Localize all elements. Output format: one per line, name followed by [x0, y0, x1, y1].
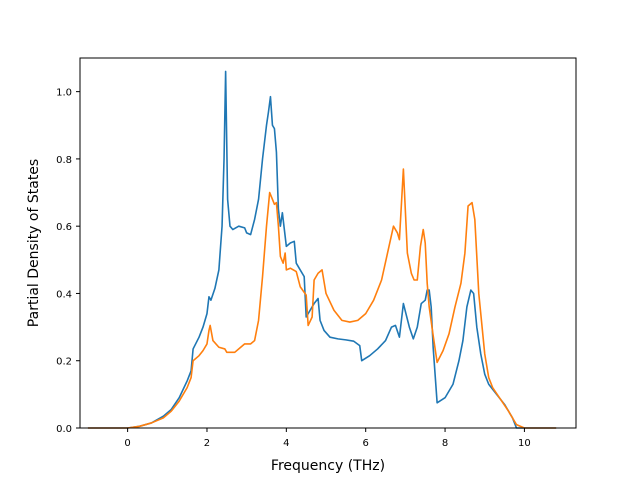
- x-tick-label: 0: [124, 438, 130, 449]
- y-tick-label: 0.2: [56, 357, 72, 368]
- y-tick-label: 0.6: [56, 222, 72, 233]
- x-tick-label: 8: [442, 438, 448, 449]
- y-tick-label: 0.8: [56, 155, 72, 166]
- x-tick-label: 6: [363, 438, 369, 449]
- series-line-1: [87, 70, 557, 429]
- x-axis-ticks: 0 2 4 6 8 10: [124, 428, 531, 449]
- x-tick-label: 2: [204, 438, 210, 449]
- y-axis-title: Partial Density of States: [26, 159, 42, 327]
- series-line-2: [87, 168, 557, 429]
- y-tick-label: 0.0: [56, 424, 72, 435]
- y-tick-label: 1.0: [56, 88, 72, 99]
- axes-frame: [79, 57, 577, 429]
- plot-area: [87, 70, 557, 429]
- x-tick-label: 10: [518, 438, 531, 449]
- y-tick-label: 0.4: [56, 289, 72, 300]
- y-axis-ticks: 0.0 0.2 0.4 0.6 0.8 1.0: [56, 88, 80, 435]
- x-tick-label: 4: [283, 438, 289, 449]
- x-axis-title: Frequency (THz): [271, 458, 385, 474]
